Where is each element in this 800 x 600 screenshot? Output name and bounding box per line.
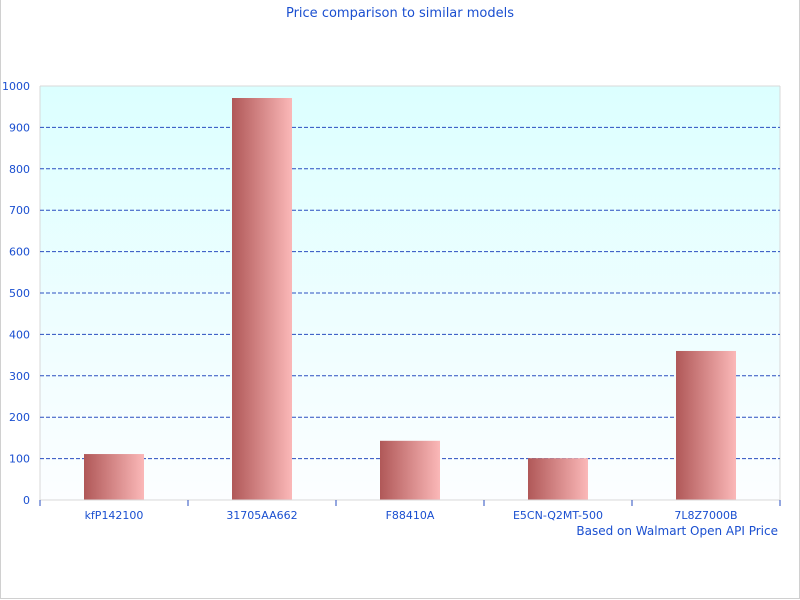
x-tick-label: 7L8Z7000B: [674, 509, 737, 522]
chart-title: Price comparison to similar models: [286, 6, 514, 21]
y-tick-label: 0: [23, 494, 30, 507]
footnote: Based on Walmart Open API Price: [576, 524, 778, 538]
x-tick-label: F88410A: [386, 509, 435, 522]
y-tick-label: 200: [9, 411, 30, 424]
bar: [528, 458, 588, 500]
x-tick-label: E5CN-Q2MT-500: [513, 509, 603, 522]
y-tick-label: 800: [9, 163, 30, 176]
y-tick-label: 100: [9, 453, 30, 466]
y-tick-label: 600: [9, 246, 30, 259]
bar: [232, 98, 292, 501]
x-tick-label: kfP142100: [85, 509, 144, 522]
y-tick-label: 900: [9, 121, 30, 134]
bar: [380, 440, 440, 500]
y-tick-label: 400: [9, 328, 30, 341]
y-tick-label: 700: [9, 204, 30, 217]
y-tick-label: 1000: [2, 80, 30, 93]
bar: [84, 454, 144, 500]
y-tick-label: 500: [9, 287, 30, 300]
y-tick-label: 300: [9, 370, 30, 383]
x-tick-label: 31705AA662: [226, 509, 297, 522]
bar: [676, 350, 736, 500]
